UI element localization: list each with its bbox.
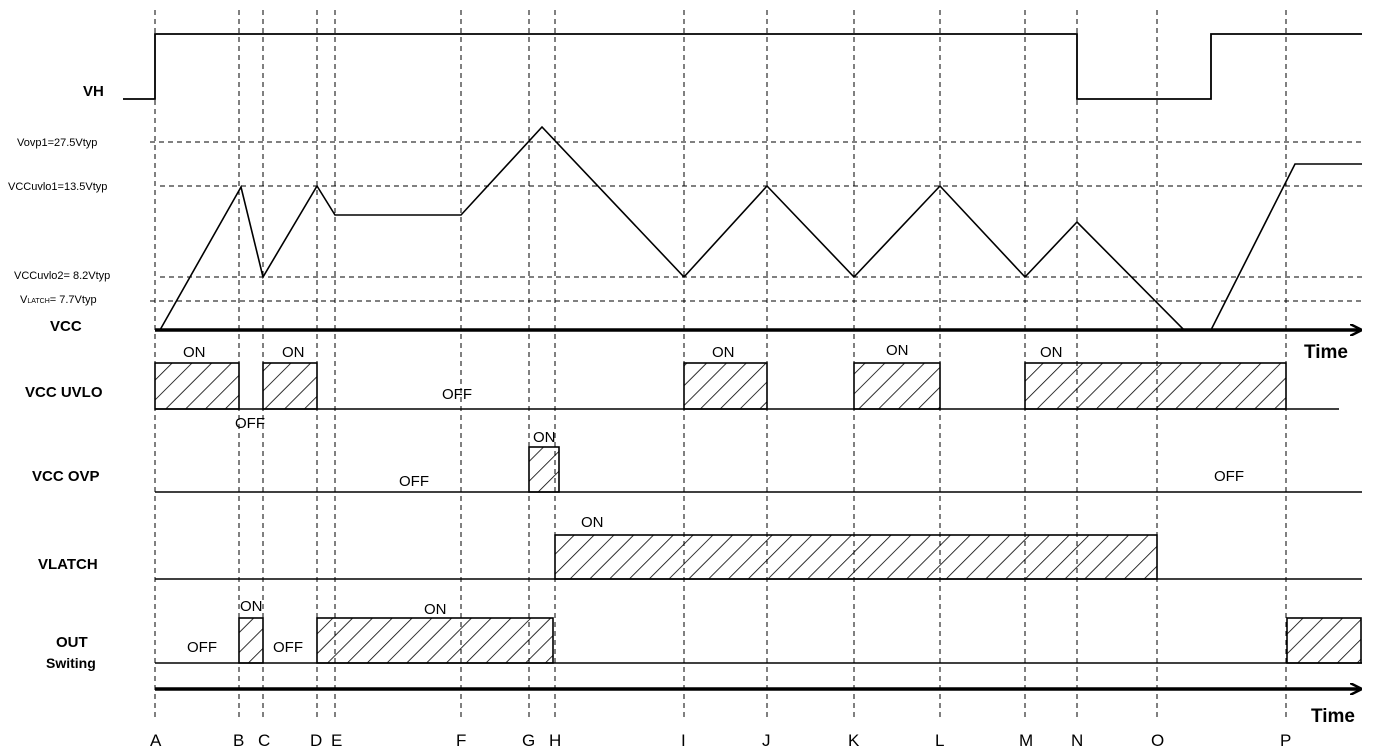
vcc-ovp-row (155, 446, 1362, 493)
vlatch-threshold-subscript: LATCH (27, 298, 49, 305)
vcc-label: VCC (50, 318, 82, 335)
state-label: ON (581, 514, 604, 531)
time-marker-label-l: L (935, 731, 944, 750)
state-label: OFF (235, 415, 265, 432)
out-on-block (316, 617, 554, 664)
state-label: ON (183, 344, 206, 361)
vcc-uvlo-on-block (853, 362, 941, 410)
time-marker-label-n: N (1071, 731, 1083, 750)
time-marker-label-g: G (522, 731, 535, 750)
vovp1-threshold-label: Vovp1=27.5Vtyp (17, 137, 97, 149)
vcc-uvlo-label: VCC UVLO (25, 384, 103, 401)
time-marker-label-c: C (258, 731, 270, 750)
vcc-time-label: Time (1304, 342, 1348, 363)
vlatch-threshold-label: VLATCH= 7.7Vtyp (20, 294, 97, 306)
vcc-uvlo-on-block (262, 362, 318, 410)
state-label: ON (712, 344, 735, 361)
time-marker-label-p: P (1280, 731, 1291, 750)
state-label: ON (533, 429, 556, 446)
time-marker-label-h: H (549, 731, 561, 750)
vcc-waveform (159, 125, 1362, 331)
vh-label: VH (83, 83, 104, 100)
state-label: ON (1040, 344, 1063, 361)
time-marker-label-f: F (456, 731, 466, 750)
state-label: OFF (1214, 468, 1244, 485)
vh-waveform (123, 33, 1362, 100)
time-marker-label-j: J (762, 731, 771, 750)
vcc-uvlo-on-block (683, 362, 768, 410)
state-label: ON (424, 601, 447, 618)
time-marker-label-o: O (1151, 731, 1164, 750)
time-marker-label-a: A (150, 731, 162, 750)
time-marker-label-e: E (331, 731, 342, 750)
vlatch-label: VLATCH (38, 556, 98, 573)
vlatch-threshold-value: = 7.7Vtyp (50, 294, 97, 306)
state-label: ON (886, 342, 909, 359)
state-label: OFF (273, 639, 303, 656)
time-marker-label-b: B (233, 731, 244, 750)
vlatch-on-block (554, 534, 1158, 580)
vccuvlo1-threshold-label: VCCuvlo1=13.5Vtyp (8, 181, 107, 193)
state-label: OFF (442, 386, 472, 403)
vcc-uvlo-on-block (1024, 362, 1287, 410)
vcc-uvlo-row (154, 362, 1339, 410)
time-marker-label-k: K (848, 731, 860, 750)
state-label: OFF (187, 639, 217, 656)
switing-label: Switing (46, 655, 96, 671)
state-label: ON (240, 598, 263, 615)
state-label: ON (282, 344, 305, 361)
vcc-uvlo-on-block (154, 362, 240, 410)
vccuvlo2-threshold-label: VCCuvlo2= 8.2Vtyp (14, 270, 110, 282)
threshold-lines (150, 141, 1362, 302)
vcc-ovp-on-block (528, 446, 560, 493)
out-on-block (238, 617, 264, 664)
bottom-time-label: Time (1311, 706, 1355, 727)
out-label: OUT (56, 634, 88, 651)
vcc-ovp-label: VCC OVP (32, 468, 100, 485)
vlatch-row (155, 534, 1362, 580)
state-label: OFF (399, 473, 429, 490)
time-marker-label-d: D (310, 731, 322, 750)
time-marker-label-m: M (1019, 731, 1033, 750)
out-on-block (1286, 617, 1362, 664)
time-marker-label-i: I (681, 731, 686, 750)
out-switching-row (155, 617, 1362, 664)
